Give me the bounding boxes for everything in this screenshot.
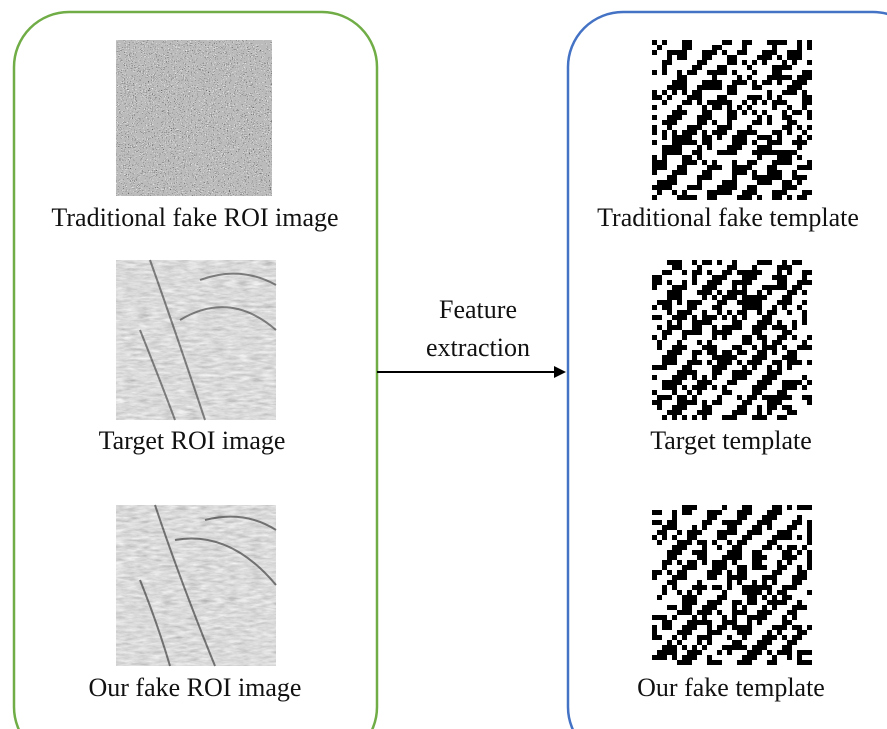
palm-image — [116, 260, 276, 420]
arrow-label: extraction — [426, 333, 530, 362]
item-label: Our fake ROI image — [89, 673, 302, 702]
item-label: Traditional fake template — [597, 203, 859, 232]
item-label: Target template — [650, 426, 812, 455]
arrow-label: Feature — [439, 295, 517, 324]
template-image — [652, 40, 812, 200]
palm-image — [116, 505, 276, 666]
item-label: Traditional fake ROI image — [51, 203, 338, 232]
item-label: Target ROI image — [99, 426, 286, 455]
template-image — [652, 260, 812, 420]
template-image — [652, 505, 812, 665]
item-label: Our fake template — [637, 673, 825, 702]
diagram: Traditional fake ROI image Target ROI im… — [0, 0, 887, 729]
arrow-head — [554, 366, 566, 378]
noise-image — [116, 40, 272, 196]
